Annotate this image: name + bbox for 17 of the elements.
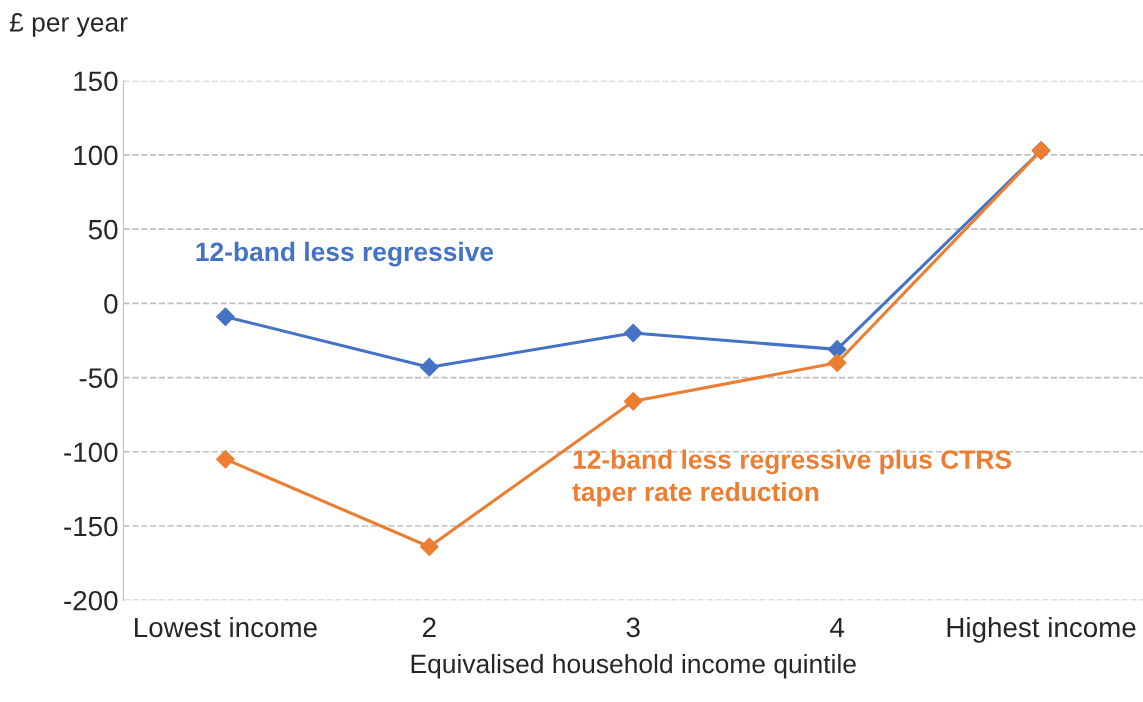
y-tick-label: -200: [64, 590, 118, 611]
x-tick-label: 3: [626, 617, 640, 638]
y-tick-label: 0: [104, 294, 118, 314]
x-axis-title: Equivalised household income quintile: [411, 653, 856, 679]
x-tick-label: Lowest income: [135, 616, 317, 638]
y-tick-label: -150: [64, 516, 118, 537]
y-tick-label: -100: [64, 442, 118, 463]
x-tick-label: 4: [830, 617, 845, 638]
y-tick-label: 50: [88, 219, 118, 240]
x-tick-label: 2: [422, 617, 436, 638]
y-tick-label: 100: [74, 145, 118, 166]
x-tick-label: Highest income: [947, 616, 1136, 643]
y-tick-label: -50: [79, 368, 118, 388]
y-tick-label: 150: [74, 71, 118, 92]
series-label: 12-band less regressive: [196, 241, 494, 267]
y-axis-title: £ per year: [9, 12, 128, 37]
series-label: 12-band less regressive plus CTRS taper rate reduction: [572, 449, 1012, 507]
